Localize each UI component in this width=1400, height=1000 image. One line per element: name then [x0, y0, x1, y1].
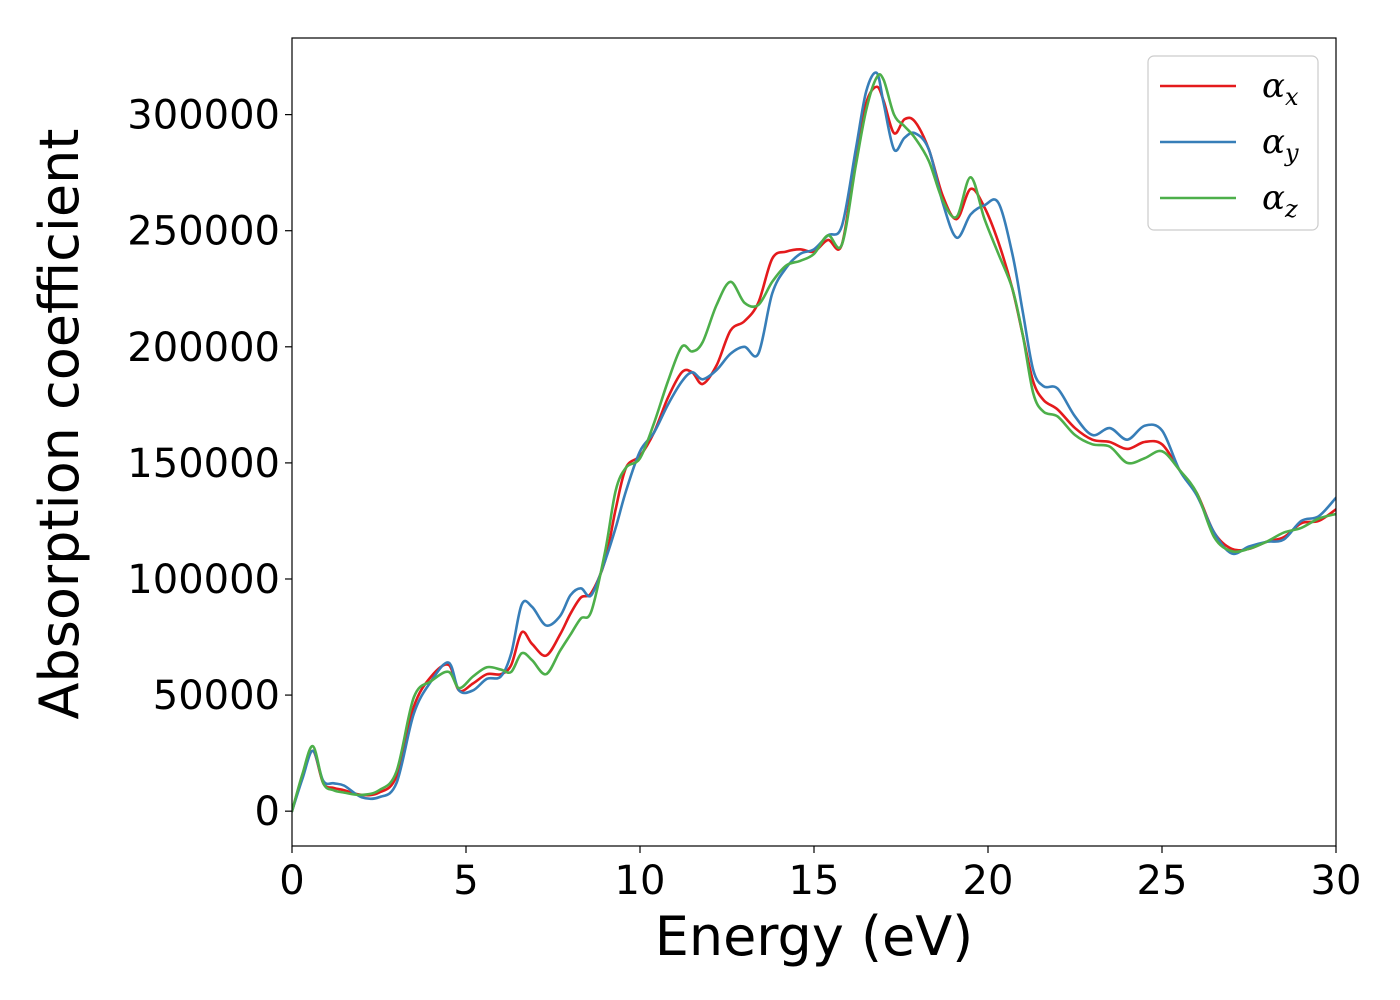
x-tick-label: 15 [789, 858, 840, 904]
legend-label-x: αx [1262, 66, 1299, 111]
y-tick-label: 50000 [153, 673, 280, 719]
x-tick-label: 20 [963, 858, 1014, 904]
x-tick-label: 30 [1311, 858, 1362, 904]
series-layer [292, 71, 1336, 813]
x-axis-title: Energy (eV) [655, 905, 974, 968]
y-axis-title: Absorption coefficient [28, 129, 91, 720]
series-line-y [292, 71, 1336, 813]
x-tick-label: 5 [453, 858, 478, 904]
series-line-x [292, 85, 1336, 813]
legend-label-y: αy [1262, 122, 1299, 167]
y-tick-label: 300000 [127, 93, 280, 139]
x-tick-label: 25 [1137, 858, 1188, 904]
y-tick-label: 250000 [127, 209, 280, 255]
y-tick-label: 150000 [127, 441, 280, 487]
y-tick-label: 0 [255, 789, 280, 835]
y-tick-label: 200000 [127, 325, 280, 371]
legend: αx αy αz [1147, 55, 1319, 231]
x-tick-label: 0 [279, 858, 304, 904]
x-axis: 0 5 10 15 20 25 30 [279, 846, 1361, 904]
series-line-z [292, 73, 1336, 813]
x-tick-label: 10 [615, 858, 666, 904]
y-tick-label: 100000 [127, 557, 280, 603]
y-axis: 0 50000 100000 150000 200000 250000 300000 [127, 93, 292, 835]
legend-label-z: αz [1262, 178, 1298, 223]
